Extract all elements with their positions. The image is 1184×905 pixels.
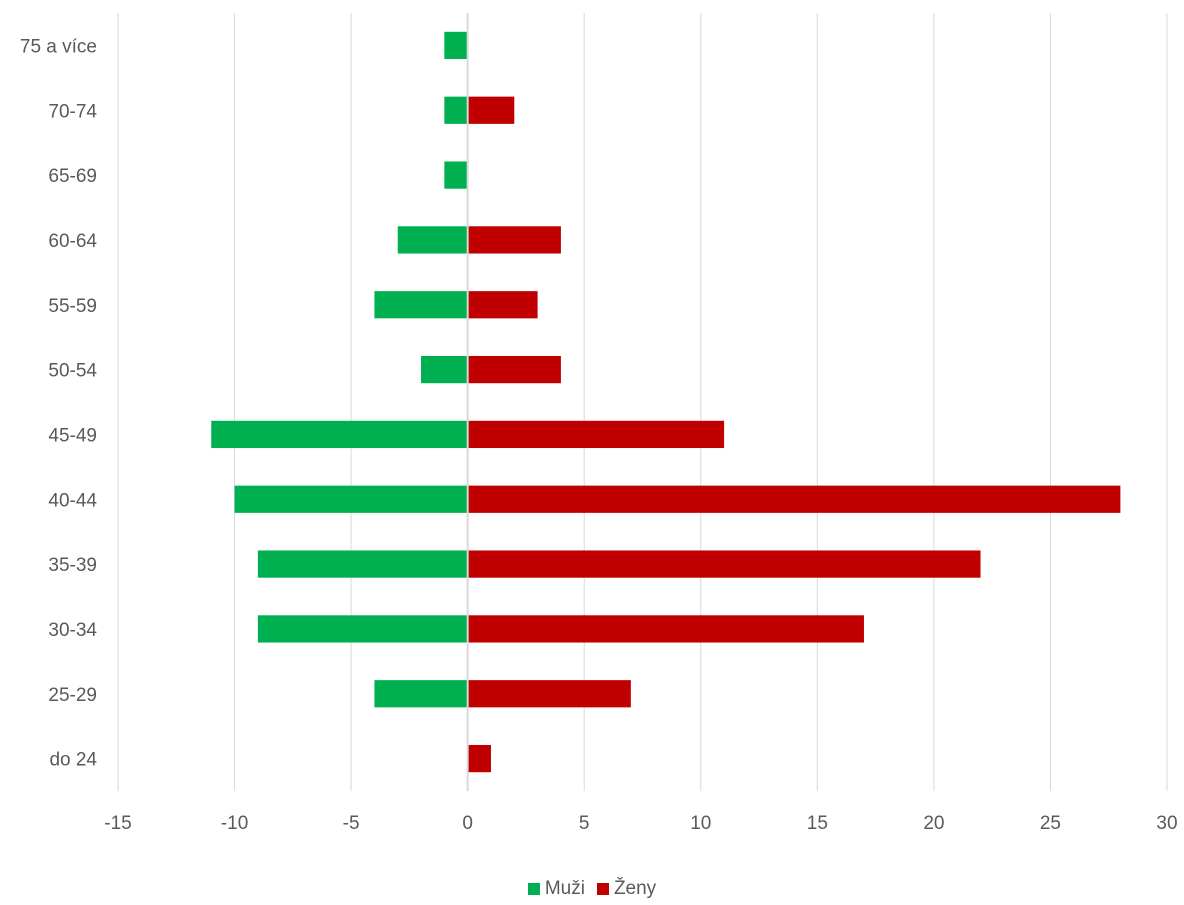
bar-muzi bbox=[444, 31, 468, 60]
population-pyramid-chart: -15 -10 -5 0 5 10 15 20 25 30 75 a více 70-74 65-69 6… bbox=[20, 13, 1178, 834]
y-category-label: 25-29 bbox=[48, 685, 97, 706]
x-tick-label: -15 bbox=[104, 813, 131, 834]
x-tick-label: -5 bbox=[343, 813, 360, 834]
bar-zeny bbox=[467, 550, 981, 578]
y-category-label: 40-44 bbox=[48, 490, 97, 511]
bar-muzi bbox=[257, 615, 468, 643]
bar-zeny bbox=[467, 744, 491, 773]
legend-label-muzi: Muži bbox=[544, 878, 585, 899]
y-category-label: 60-64 bbox=[48, 231, 97, 252]
x-tick-label: 10 bbox=[690, 813, 711, 834]
x-tick-label: 5 bbox=[579, 813, 590, 834]
x-tick-label: -10 bbox=[221, 813, 248, 834]
bar-zeny bbox=[467, 420, 725, 449]
bar-muzi bbox=[397, 226, 468, 254]
y-category-label: 45-49 bbox=[48, 425, 97, 446]
legend-item-zeny: Ženy bbox=[596, 878, 657, 900]
y-category-label: 65-69 bbox=[48, 166, 97, 187]
bar-zeny bbox=[467, 680, 631, 708]
legend-item-muzi: Muži bbox=[527, 878, 585, 900]
bar-muzi bbox=[444, 96, 468, 124]
legend-swatch-zeny bbox=[596, 883, 609, 895]
bar-muzi bbox=[374, 680, 468, 708]
bar-muzi bbox=[444, 161, 468, 189]
x-tick-label: 15 bbox=[807, 813, 828, 834]
x-tick-label: 20 bbox=[923, 813, 944, 834]
bar-zeny bbox=[467, 615, 864, 643]
legend: Muži Ženy bbox=[0, 878, 1184, 900]
y-category-label: 30-34 bbox=[48, 620, 97, 641]
y-category-label: 55-59 bbox=[48, 296, 97, 317]
bar-muzi bbox=[421, 355, 468, 384]
bar-zeny bbox=[467, 96, 515, 124]
y-category-label: 75 a více bbox=[20, 36, 97, 57]
bar-zeny bbox=[467, 291, 538, 319]
x-tick-label: 30 bbox=[1156, 813, 1177, 834]
bar-zeny bbox=[467, 226, 561, 254]
bar-muzi bbox=[257, 550, 468, 578]
y-category-label: do 24 bbox=[49, 750, 97, 771]
bar-zeny bbox=[467, 355, 561, 384]
bar-muzi bbox=[234, 485, 468, 513]
y-category-label: 70-74 bbox=[48, 101, 97, 122]
legend-swatch-muzi bbox=[527, 883, 540, 895]
bar-muzi bbox=[374, 291, 468, 319]
bar-zeny bbox=[467, 485, 1121, 513]
x-tick-label: 0 bbox=[462, 813, 473, 834]
y-category-label: 35-39 bbox=[48, 555, 97, 576]
y-category-label: 50-54 bbox=[48, 361, 97, 382]
legend-label-zeny: Ženy bbox=[613, 878, 657, 899]
bar-muzi bbox=[211, 420, 468, 449]
x-tick-label: 25 bbox=[1040, 813, 1061, 834]
